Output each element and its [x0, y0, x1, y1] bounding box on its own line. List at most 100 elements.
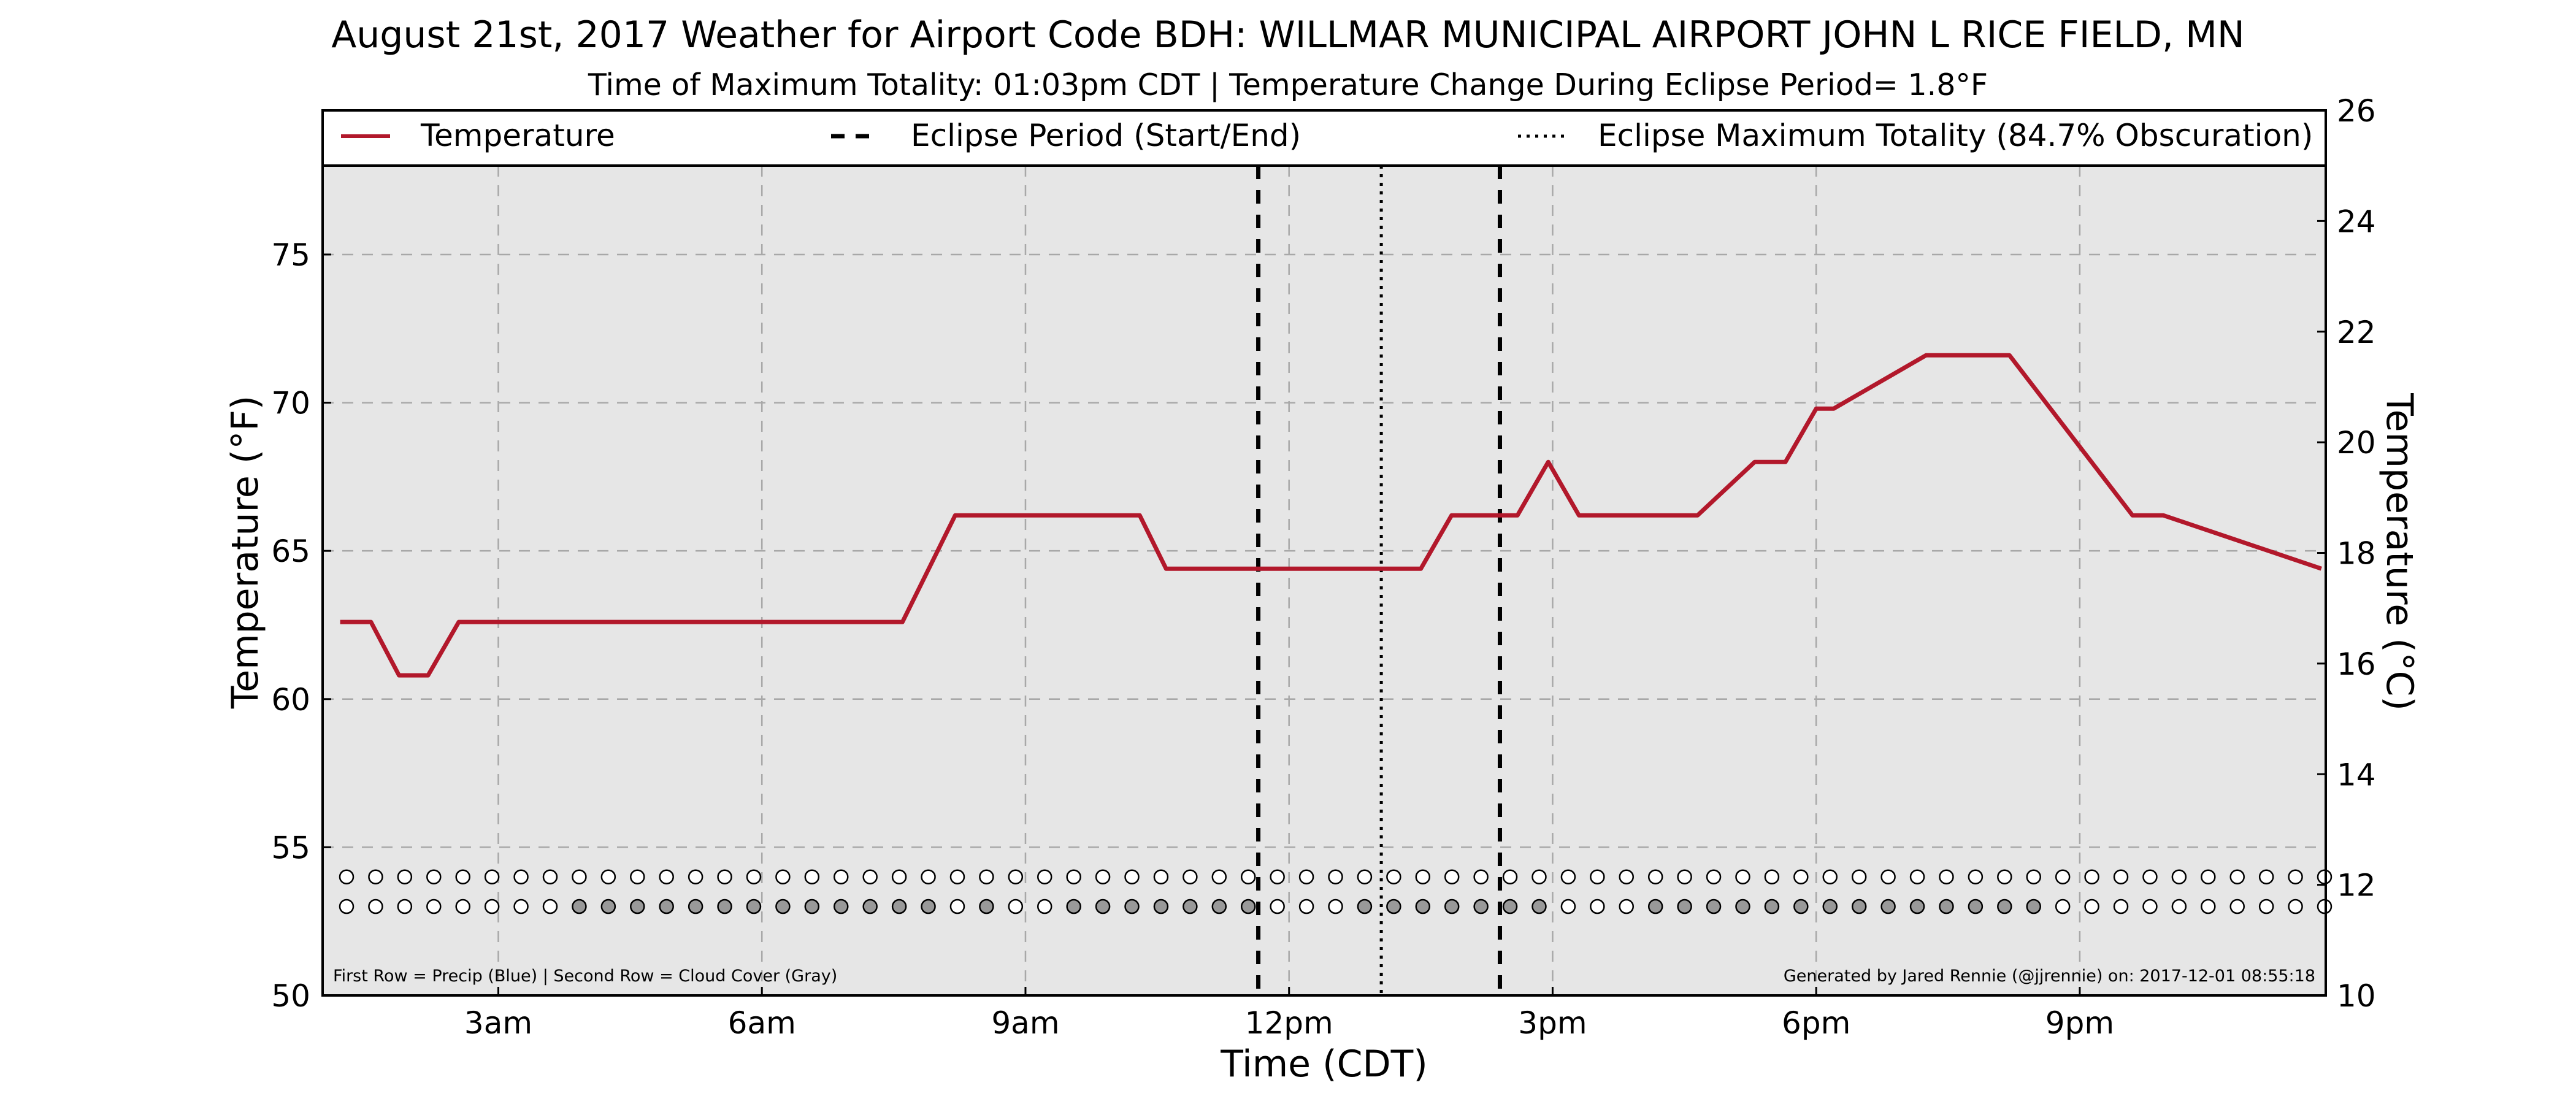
cloud-cover-marker	[949, 899, 965, 914]
x-tick-label: 6pm	[1782, 1005, 1850, 1041]
precip-marker	[1444, 869, 1460, 884]
precip-marker	[1328, 869, 1343, 884]
precip-marker	[513, 869, 529, 884]
footnote-left: First Row = Precip (Blue) | Second Row =…	[333, 967, 837, 986]
precip-marker	[2229, 869, 2245, 884]
precip-marker	[1764, 869, 1780, 884]
y-tick-label: 50	[271, 978, 310, 1014]
cloud-cover-marker	[1735, 899, 1750, 914]
precip-marker	[1619, 869, 1635, 884]
legend-label-eclipse-max: Eclipse Maximum Totality (84.7% Obscurat…	[1598, 118, 2313, 153]
y2-tick-label: 16	[2337, 646, 2376, 682]
cloud-cover-marker	[1444, 899, 1460, 914]
precip-marker	[659, 869, 674, 884]
cloud-cover-marker	[775, 899, 791, 914]
precip-marker	[2113, 869, 2129, 884]
precip-marker	[1822, 869, 1838, 884]
cloud-cover-marker	[1240, 899, 1256, 914]
plot-area	[323, 166, 2326, 995]
precip-marker	[949, 869, 965, 884]
precip-marker	[1968, 869, 1984, 884]
legend: Temperature Eclipse Period (Start/End) E…	[321, 109, 2327, 167]
precip-marker	[862, 869, 878, 884]
precip-marker	[542, 869, 558, 884]
eclipse-lines	[1256, 166, 1502, 995]
cloud-cover-marker	[1183, 899, 1198, 914]
y-axis-label-left: Temperature (°F)	[224, 396, 267, 709]
y2-tick-label: 14	[2337, 757, 2376, 792]
cloud-cover-marker	[2026, 899, 2041, 914]
y2-tick-label: 24	[2337, 204, 2376, 239]
x-axis-label: Time (CDT)	[1220, 1043, 1427, 1086]
precip-marker	[1415, 869, 1431, 884]
cloud-cover-marker	[1095, 899, 1111, 914]
cloud-cover-marker	[1590, 899, 1605, 914]
cloud-cover-marker	[1677, 899, 1692, 914]
x-tick-label: 12pm	[1245, 1005, 1333, 1041]
precip-marker	[1939, 869, 1954, 884]
precip-marker	[834, 869, 849, 884]
y-axis-label-right: Temperature (°C)	[2378, 393, 2421, 711]
precip-marker	[804, 869, 820, 884]
cloud-cover-marker	[1211, 899, 1227, 914]
precip-marker	[2026, 869, 2041, 884]
cloud-cover-marker	[2113, 899, 2129, 914]
cloud-cover-marker	[339, 899, 355, 914]
cloud-cover-marker	[834, 899, 849, 914]
precip-marker	[1473, 869, 1489, 884]
x-tick-label: 3pm	[1518, 1005, 1587, 1041]
cloud-cover-marker	[1415, 899, 1431, 914]
cloud-cover-marker	[688, 899, 703, 914]
cloud-cover-marker	[1328, 899, 1343, 914]
precip-marker	[368, 869, 383, 884]
precip-marker	[1124, 869, 1140, 884]
cloud-cover-marker	[455, 899, 470, 914]
precip-marker	[1531, 869, 1547, 884]
precip-marker	[2288, 869, 2303, 884]
precip-marker	[1357, 869, 1373, 884]
precip-marker	[1298, 869, 1314, 884]
precip-marker	[1851, 869, 1867, 884]
cloud-cover-marker	[1851, 899, 1867, 914]
cloud-cover-marker	[600, 899, 616, 914]
precip-marker	[2171, 869, 2187, 884]
precip-marker	[1706, 869, 1722, 884]
cloud-cover-marker	[542, 899, 558, 914]
x-tick-label: 6am	[728, 1005, 796, 1041]
y2-tick-label: 22	[2337, 315, 2376, 350]
precip-marker	[2258, 869, 2274, 884]
precip-marker	[426, 869, 442, 884]
cloud-cover-marker	[1298, 899, 1314, 914]
cloud-cover-marker	[1270, 899, 1285, 914]
precip-marker	[1066, 869, 1081, 884]
x-tick-label: 9am	[991, 1005, 1059, 1041]
cloud-cover-marker	[1764, 899, 1780, 914]
cloud-cover-marker	[1880, 899, 1896, 914]
precip-marker	[630, 869, 645, 884]
cloud-cover-marker	[1647, 899, 1663, 914]
y2-tick-label: 20	[2337, 425, 2376, 461]
cloud-cover-marker	[1066, 899, 1081, 914]
precip-marker	[2142, 869, 2158, 884]
cloud-cover-marker	[1909, 899, 1925, 914]
cloud-cover-marker	[572, 899, 587, 914]
y-tick-label: 55	[271, 830, 310, 865]
precip-marker	[1008, 869, 1024, 884]
precip-marker	[1037, 869, 1052, 884]
cloud-cover-marker	[862, 899, 878, 914]
observation-rows	[339, 869, 2333, 914]
precip-marker	[1560, 869, 1576, 884]
cloud-cover-marker	[1473, 899, 1489, 914]
precip-marker	[1647, 869, 1663, 884]
series-layer	[340, 353, 2322, 678]
cloud-cover-marker	[1502, 899, 1518, 914]
precip-marker	[1793, 869, 1809, 884]
cloud-cover-marker	[717, 899, 732, 914]
precip-marker	[1386, 869, 1401, 884]
precip-marker	[397, 869, 413, 884]
cloud-cover-marker	[2288, 899, 2303, 914]
precip-marker	[2055, 869, 2071, 884]
cloud-cover-marker	[1037, 899, 1052, 914]
y2-tick-label: 26	[2337, 93, 2376, 129]
precip-marker	[572, 869, 587, 884]
